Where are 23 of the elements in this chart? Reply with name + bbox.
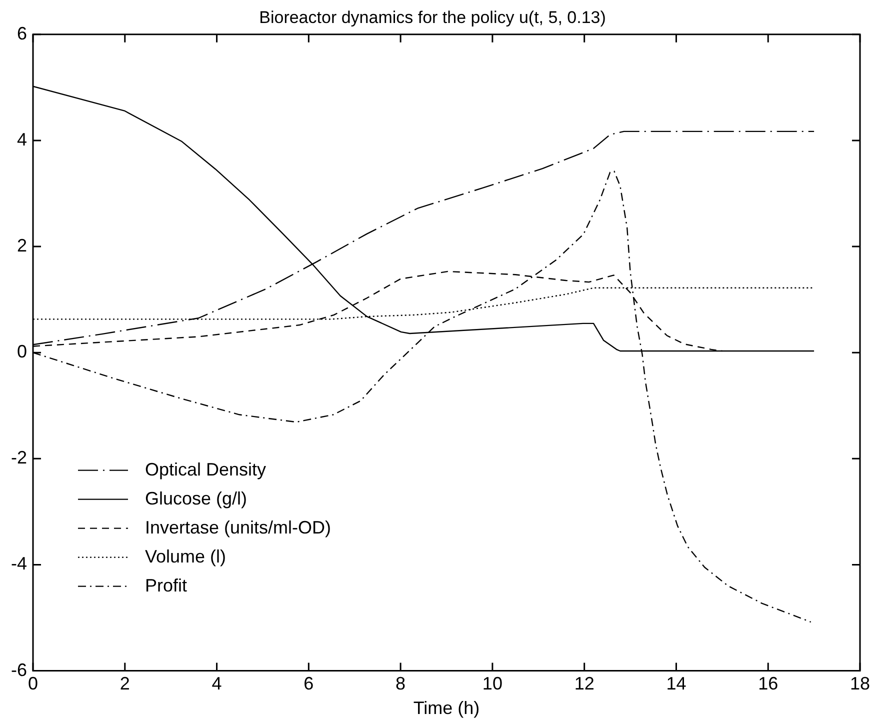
x-tick-label: 16 [758,674,778,694]
x-axis-title: Time (h) [413,698,480,718]
y-tick-label: 2 [16,236,28,256]
y-tick-label: 0 [16,342,28,362]
legend-label: Glucose (g/l) [145,488,248,508]
x-tick-label: 18 [850,674,870,694]
legend-label: Invertase (units/ml-OD) [145,517,332,538]
y-tick-label: -6 [10,660,28,680]
x-tick-label: 2 [120,674,130,694]
legend-label: Profit [145,575,188,596]
x-tick-label: 12 [574,674,594,694]
legend-label: Optical Density [145,459,266,480]
y-tick-label: 6 [16,23,28,44]
legend-label: Volume (l) [145,546,226,566]
chart-title: Bioreactor dynamics for the policy u(t, 5, 0.13) [259,8,606,27]
x-tick-label: 10 [482,674,502,694]
x-tick-label: 4 [212,674,222,694]
x-tick-label: 8 [396,674,406,694]
y-tick-label: -2 [10,448,28,468]
y-tick-label: 4 [16,129,28,150]
x-tick-label: 14 [666,674,686,694]
y-tick-label: -4 [10,554,28,574]
x-tick-label: 6 [304,674,314,694]
